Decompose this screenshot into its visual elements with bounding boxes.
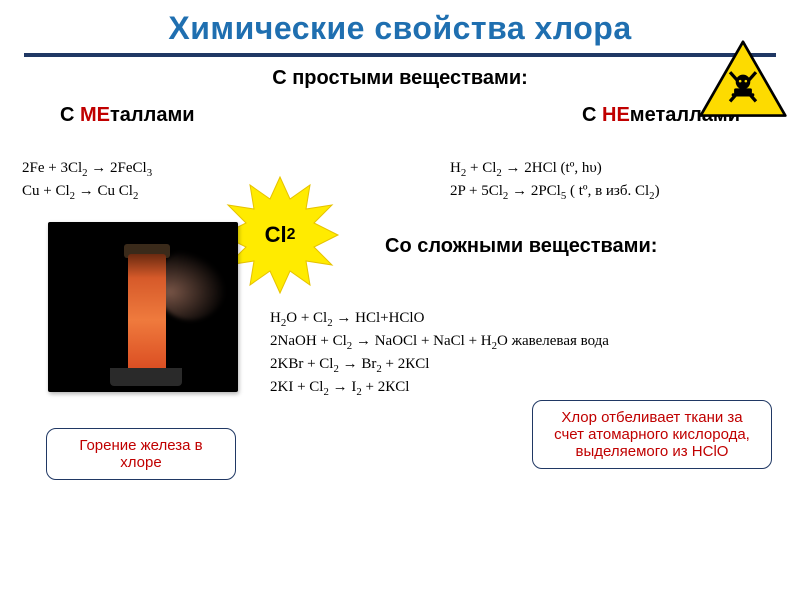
vial-base [110,368,182,386]
title-underline [24,53,776,57]
with-label: С [582,104,602,126]
hazard-sign [698,40,788,120]
metals-equations: 2Fe + 3Cl2 → 2FeCl3 Cu + Cl2 → Cu Cl2 [22,158,242,203]
callout-bleaching: Хлор отбеливает ткани за счет атомарного… [532,400,772,469]
nonmetals-prefix: НЕ [602,104,630,126]
nonmetals-equations: H2 + Cl2 → 2HCl (tº, hυ) 2P + 5Cl2 → 2PC… [450,158,770,203]
cl2-starburst: Cl2 [220,175,340,295]
columns-header: С МЕталлами С НЕметаллами [0,104,800,127]
section-complex-heading: Со сложными веществами: [385,235,657,258]
vial [128,254,166,374]
equation: 2Fe + 3Cl2 → 2FeCl3 [22,158,242,181]
equation: 2KI + Cl2 → I2 + 2КCl [270,377,609,400]
page-title: Химические свойства хлора [0,0,800,47]
toxic-hazard-icon [698,40,788,119]
starburst-label: Cl2 [220,175,340,295]
callout-iron-burning: Горение железа в хлоре [46,428,236,480]
smoke-plume [156,250,226,320]
equation: Cu + Cl2 → Cu Cl2 [22,181,242,204]
equation: 2KBr + Cl2 → Br2 + 2КCl [270,354,609,377]
complex-equations: H2O + Cl2 → HCl+HClO 2NaOH + Cl2 → NaOCl… [270,308,609,400]
experiment-photo [48,222,238,392]
metals-prefix: МЕ [80,104,110,126]
metals-heading: С МЕталлами [60,104,195,127]
equation: H2 + Cl2 → 2HCl (tº, hυ) [450,158,770,181]
equation: 2NaOH + Cl2 → NaOCl + NaCl + H2O жавелев… [270,331,609,354]
section-simple-heading: С простыми веществами: [0,67,800,90]
with-label: С [60,104,80,126]
equation: 2P + 5Cl2 → 2PCl5 ( tº, в изб. Cl2) [450,181,770,204]
equation: H2O + Cl2 → HCl+HClO [270,308,609,331]
metals-rest: таллами [110,104,195,126]
